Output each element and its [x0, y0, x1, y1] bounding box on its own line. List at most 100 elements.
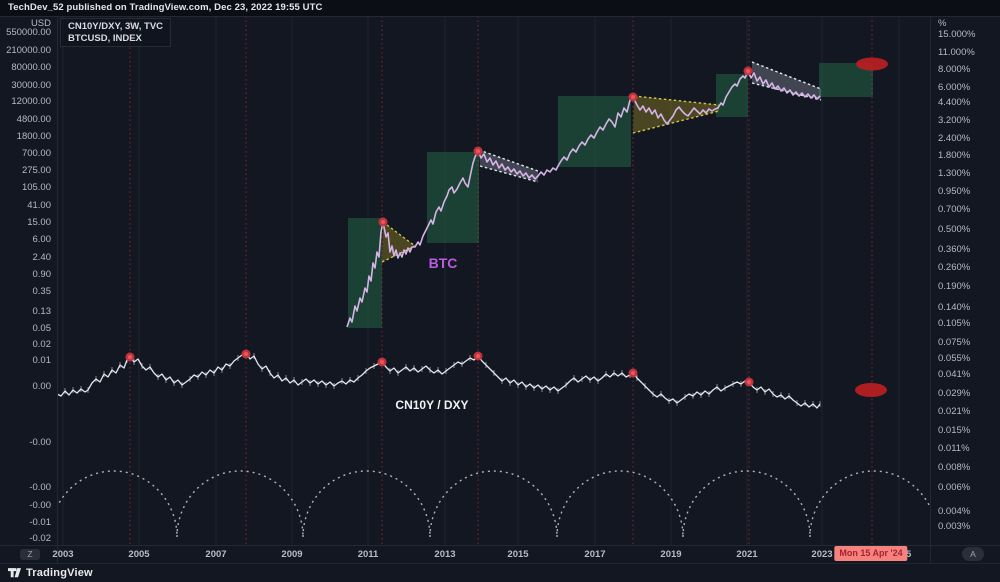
right-price-axis[interactable]: 15.000% 11.000% 8.000% 6.000% 4.400% 3.200% 2.… — [932, 16, 1000, 545]
right-axis-tick: 0.360% — [938, 244, 971, 255]
time-axis-tick: 2009 — [281, 549, 303, 560]
left-axis-tick: 0.05 — [32, 323, 52, 334]
legend-symbol-spread[interactable]: CN10Y/DXY, 3W, TVC — [68, 21, 164, 32]
right-axis-border — [930, 16, 931, 563]
left-axis-tick: 0.90 — [32, 269, 52, 280]
channel-pattern[interactable] — [752, 62, 821, 100]
right-axis-tick: 0.008% — [938, 462, 971, 473]
channel-edge — [751, 61, 822, 90]
btc-label: BTC — [429, 255, 458, 271]
auto-scale-button[interactable]: A — [962, 547, 984, 561]
right-axis-tick: 0.006% — [938, 482, 971, 493]
right-axis-tick: 8.000% — [938, 64, 971, 75]
time-axis-tick: 2013 — [434, 549, 456, 560]
target-ellipse — [856, 57, 888, 71]
pennant-edge — [382, 221, 416, 247]
left-axis-tick: 105.00 — [21, 182, 51, 193]
right-axis-title: % — [938, 18, 947, 29]
left-axis-tick: 0.01 — [32, 355, 52, 366]
date-badge: Mon 15 Apr '24 — [834, 546, 908, 561]
cycle-peak-marker-core — [631, 371, 635, 375]
symbol-legend[interactable]: CN10Y/DXY, 3W, TVC BTCUSD, INDEX — [60, 18, 172, 47]
channel-edge — [478, 149, 539, 172]
right-axis-tick: 3.200% — [938, 115, 971, 126]
cycle-peak-marker-core — [746, 69, 750, 73]
left-price-axis[interactable]: 550000.00 210000.00 80000.00 30000.00 12000.… — [0, 16, 55, 545]
time-axis-tick: 2011 — [357, 549, 379, 560]
left-axis-tick: -0.02 — [29, 533, 51, 544]
target-ellipse — [855, 383, 887, 397]
cn10y-dxy-label: CN10Y / DXY — [395, 398, 468, 412]
time-axis-tick: 2021 — [736, 549, 758, 560]
cycle-peak-marker-core — [244, 352, 248, 356]
left-axis-tick: 80000.00 — [11, 62, 51, 73]
time-axis[interactable]: Mon 15 Apr '24 2003 2005 2007 2009 2011 2013 2… — [0, 546, 1000, 563]
green-cycle-box[interactable] — [348, 218, 382, 328]
right-axis-tick: 11.000% — [938, 47, 975, 58]
time-axis-tick: 2023 — [811, 549, 833, 560]
left-axis-tick: 0.02 — [32, 339, 52, 350]
right-axis-tick: 0.021% — [938, 406, 971, 417]
cycle-arc — [556, 470, 684, 538]
wedge-edge — [633, 95, 720, 106]
right-axis-tick: 6.000% — [938, 82, 971, 93]
right-axis-tick: 0.105% — [938, 318, 971, 329]
green-cycle-box[interactable] — [558, 96, 631, 167]
cycle-arc — [682, 470, 811, 538]
right-axis-tick: 4.400% — [938, 97, 971, 108]
left-axis-tick: 41.00 — [27, 200, 51, 211]
green-cycle-box[interactable] — [427, 152, 479, 243]
right-axis-tick: 0.055% — [938, 353, 971, 364]
channel-pattern[interactable] — [479, 150, 538, 182]
left-axis-tick: 30000.00 — [11, 80, 51, 91]
legend-symbol-btcusd[interactable]: BTCUSD, INDEX — [68, 32, 142, 44]
cn10y-dxy-line[interactable] — [57, 352, 821, 409]
right-axis-tick: 15.000% — [938, 29, 976, 40]
right-axis-tick: 0.950% — [938, 186, 971, 197]
footer-bar: TradingView — [0, 563, 1000, 582]
right-axis-tick: 0.015% — [938, 425, 971, 436]
left-axis-tick: -0.01 — [29, 517, 51, 528]
right-axis-tick: 0.500% — [938, 224, 971, 235]
channel-edge — [479, 165, 539, 183]
time-axis-tick: 2003 — [52, 549, 74, 560]
tradingview-logo-icon[interactable] — [8, 567, 21, 579]
left-axis-tick: 700.00 — [21, 148, 51, 159]
time-axis-tick: 2017 — [584, 549, 606, 560]
time-axis-tick: 2005 — [128, 549, 150, 560]
left-axis-border — [57, 16, 58, 563]
pennant-edge — [381, 245, 416, 263]
cycle-peak-marker-core — [128, 355, 132, 359]
cycle-arc — [57, 470, 178, 538]
left-axis-tick: 1800.00 — [16, 131, 51, 142]
publish-text: TechDev_52 published on TradingView.com,… — [8, 2, 323, 13]
time-axis-tick: 2007 — [205, 549, 227, 560]
right-axis-tick: 0.011% — [938, 443, 970, 454]
right-axis-tick: 0.075% — [938, 337, 971, 348]
left-axis-tick: 275.00 — [21, 165, 51, 176]
green-cycle-box[interactable] — [716, 74, 748, 117]
cycle-arc — [809, 470, 930, 538]
left-axis-tick: 4800.00 — [16, 114, 51, 125]
footer-brand[interactable]: TradingView — [26, 567, 93, 579]
left-axis-tick: 6.00 — [32, 234, 52, 245]
timezone-button[interactable]: Z — [20, 549, 40, 560]
wedge-pattern[interactable] — [633, 96, 719, 133]
right-axis-tick: 0.003% — [938, 521, 971, 532]
left-axis-tick: -0.00 — [29, 500, 51, 511]
right-axis-tick: 0.041% — [938, 369, 971, 380]
right-axis-tick: 0.029% — [938, 388, 971, 399]
cycle-arc — [176, 470, 304, 538]
cycle-arc — [302, 470, 431, 538]
btc-line[interactable] — [346, 70, 821, 328]
right-axis-tick: 0.700% — [938, 204, 971, 215]
time-axis-border — [0, 545, 1000, 546]
cycle-peak-marker-core — [476, 149, 480, 153]
right-axis-tick: 0.140% — [938, 302, 971, 313]
chart-pane[interactable]: BTC CN10Y / DXY — [50, 16, 937, 545]
publish-bar: TechDev_52 published on TradingView.com,… — [0, 0, 1000, 16]
left-axis-tick: -0.00 — [29, 482, 51, 493]
left-axis-tick: 15.00 — [27, 217, 51, 228]
